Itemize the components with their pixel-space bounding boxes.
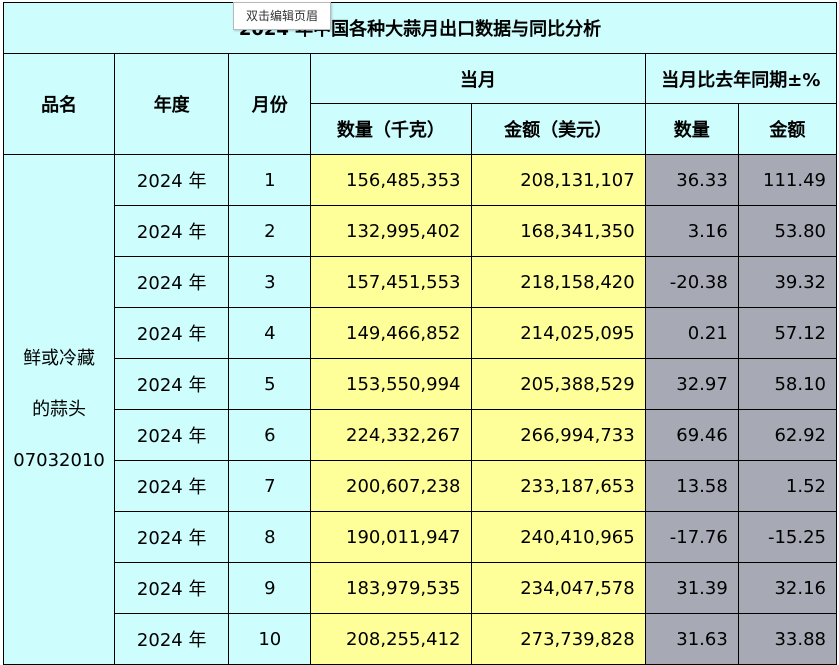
month-cell[interactable]: 9 (228, 562, 312, 614)
yoy-amount-cell[interactable]: 111.49 (737, 154, 838, 206)
header-yoy-amount[interactable]: 金额 (737, 103, 838, 155)
year-cell[interactable]: 2024 年 (114, 562, 230, 614)
month-cell[interactable]: 1 (228, 154, 312, 206)
year-cell[interactable]: 2024 年 (114, 460, 230, 512)
year-cell[interactable]: 2024 年 (114, 613, 230, 665)
year-cell[interactable]: 2024 年 (114, 154, 230, 206)
product-name-line: 鲜或冷藏 (23, 348, 96, 369)
quantity-cell[interactable]: 156,485,353 (310, 154, 472, 206)
product-name-line: 07032010 (13, 450, 105, 471)
quantity-cell[interactable]: 183,979,535 (310, 562, 472, 614)
table-row: 鲜或冷藏 的蒜头 07032010 2024 年 1 156,485,353 208,131… (2, 154, 838, 665)
year-cell[interactable]: 2024 年 (114, 205, 230, 257)
yoy-amount-cell[interactable]: 53.80 (737, 205, 838, 257)
table-row: 2024 年 4 149,466,852 214,025,095 0.21 57.12 (4, 307, 838, 359)
header-month[interactable]: 月份 (228, 53, 312, 155)
product-name-line: 的蒜头 (32, 399, 87, 420)
month-cell[interactable]: 2 (228, 205, 312, 257)
amount-cell[interactable]: 233,187,653 (470, 460, 646, 512)
amount-cell[interactable]: 234,047,578 (470, 562, 646, 614)
amount-cell[interactable]: 214,025,095 (470, 307, 646, 359)
quantity-cell[interactable]: 224,332,267 (310, 409, 472, 461)
header-amount-usd[interactable]: 金额（美元） (470, 103, 646, 155)
yoy-amount-cell[interactable]: 39.32 (737, 256, 838, 308)
amount-cell[interactable]: 266,994,733 (470, 409, 646, 461)
yoy-quantity-cell[interactable]: 31.39 (644, 562, 739, 614)
header-quantity-kg[interactable]: 数量（千克） (310, 103, 472, 155)
quantity-cell[interactable]: 200,607,238 (310, 460, 472, 512)
product-name-cell[interactable]: 鲜或冷藏的蒜头 07032010 (2, 154, 116, 665)
table-row: 2024 年 2 132,995,402 168,341,350 3.16 53.80 (4, 205, 838, 257)
yoy-quantity-cell[interactable]: 69.46 (644, 409, 739, 461)
header-current-month[interactable]: 当月 (310, 53, 646, 104)
yoy-quantity-cell[interactable]: -17.76 (644, 511, 739, 563)
table-row: 2024 年 7 200,607,238 233,187,653 13.58 1.52 (4, 460, 838, 512)
yoy-amount-cell[interactable]: 58.10 (737, 358, 838, 410)
amount-cell[interactable]: 240,410,965 (470, 511, 646, 563)
table-row: 2024 年 3 157,451,553 218,158,420 -20.38 39.32 (4, 256, 838, 308)
year-cell[interactable]: 2024 年 (114, 256, 230, 308)
table-row: 2024 年 9 183,979,535 234,047,578 31.39 32.16 (4, 562, 838, 614)
quantity-cell[interactable]: 208,255,412 (310, 613, 472, 665)
quantity-cell[interactable]: 132,995,402 (310, 205, 472, 257)
month-cell[interactable]: 3 (228, 256, 312, 308)
yoy-quantity-cell[interactable]: 0.21 (644, 307, 739, 359)
amount-cell[interactable]: 205,388,529 (470, 358, 646, 410)
quantity-cell[interactable]: 153,550,994 (310, 358, 472, 410)
amount-cell[interactable]: 273,739,828 (470, 613, 646, 665)
year-cell[interactable]: 2024 年 (114, 511, 230, 563)
header-product[interactable]: 品名 (2, 53, 116, 155)
table-row: 2024 年 6 224,332,267 266,994,733 69.46 62.92 (4, 409, 838, 461)
yoy-amount-cell[interactable]: 1.52 (737, 460, 838, 512)
yoy-amount-cell[interactable]: 32.16 (737, 562, 838, 614)
yoy-amount-cell[interactable]: -15.25 (737, 511, 838, 563)
amount-cell[interactable]: 168,341,350 (470, 205, 646, 257)
yoy-quantity-cell[interactable]: 32.97 (644, 358, 739, 410)
yoy-quantity-cell[interactable]: 36.33 (644, 154, 739, 206)
month-cell[interactable]: 7 (228, 460, 312, 512)
table-row: 2024 年 8 190,011,947 240,410,965 -17.76 -15.2… (4, 511, 838, 563)
year-cell[interactable]: 2024 年 (114, 409, 230, 461)
month-cell[interactable]: 4 (228, 307, 312, 359)
month-cell[interactable]: 8 (228, 511, 312, 563)
yoy-quantity-cell[interactable]: 3.16 (644, 205, 739, 257)
amount-cell[interactable]: 218,158,420 (470, 256, 646, 308)
year-cell[interactable]: 2024 年 (114, 307, 230, 359)
month-cell[interactable]: 5 (228, 358, 312, 410)
quantity-cell[interactable]: 149,466,852 (310, 307, 472, 359)
yoy-quantity-cell[interactable]: 31.63 (644, 613, 739, 665)
yoy-amount-cell[interactable]: 33.88 (737, 613, 838, 665)
header-yoy-quantity[interactable]: 数量 (644, 103, 739, 155)
quantity-cell[interactable]: 157,451,553 (310, 256, 472, 308)
quantity-cell[interactable]: 190,011,947 (310, 511, 472, 563)
table-row: 2024 年 5 153,550,994 205,388,529 32.97 58.10 (4, 358, 838, 410)
year-cell[interactable]: 2024 年 (114, 358, 230, 410)
amount-cell[interactable]: 208,131,107 (470, 154, 646, 206)
yoy-quantity-cell[interactable]: -20.38 (644, 256, 739, 308)
header-year[interactable]: 年度 (114, 53, 230, 155)
yoy-amount-cell[interactable]: 62.92 (737, 409, 838, 461)
table-title[interactable]: 2024 年中国各种大蒜月出口数据与同比分析 (3, 2, 837, 54)
month-cell[interactable]: 10 (228, 613, 312, 665)
month-cell[interactable]: 6 (228, 409, 312, 461)
yoy-quantity-cell[interactable]: 13.58 (644, 460, 739, 512)
header-edit-tooltip[interactable]: 双击编辑页眉 (233, 2, 331, 30)
table-row: 2024 年 10 208,255,412 273,739,828 31.63 33.88 (4, 613, 838, 665)
yoy-amount-cell[interactable]: 57.12 (737, 307, 838, 359)
header-yoy[interactable]: 当月比去年同期±% (644, 53, 838, 104)
